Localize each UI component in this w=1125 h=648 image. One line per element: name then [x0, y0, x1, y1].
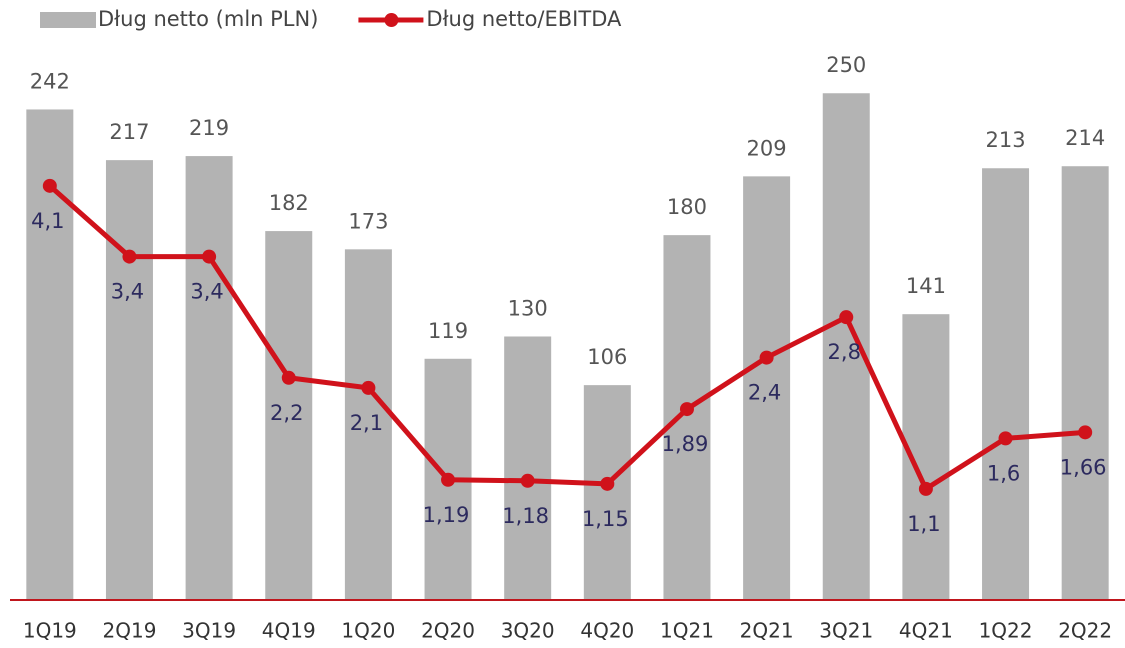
bar	[265, 231, 313, 600]
line-value-label: 1,1	[907, 512, 940, 536]
bar-value-label: 182	[269, 191, 309, 215]
bar-value-label: 250	[826, 53, 866, 77]
bar-value-label: 173	[348, 209, 388, 233]
line-marker	[998, 431, 1013, 446]
bar-value-label: 106	[587, 345, 627, 369]
x-tick-label: 4Q21	[899, 619, 953, 643]
line-marker	[122, 249, 137, 264]
line-value-label: 2,1	[350, 411, 383, 435]
line-marker	[361, 380, 376, 395]
line-value-label: 3,4	[190, 280, 223, 304]
line-marker	[839, 310, 854, 325]
bar	[663, 235, 711, 600]
x-tick-label: 3Q20	[501, 619, 555, 643]
bar-value-label: 141	[906, 274, 946, 298]
bar-value-label: 209	[747, 136, 787, 160]
x-tick-label: 4Q19	[262, 619, 316, 643]
bar	[1061, 166, 1109, 600]
x-tick-label: 1Q21	[660, 619, 714, 643]
line-marker	[441, 472, 456, 487]
bar	[185, 156, 233, 600]
bar-value-label: 242	[30, 69, 70, 93]
line-value-label: 1,89	[662, 432, 709, 456]
line	[48, 183, 1086, 492]
x-tick-label: 3Q21	[819, 619, 873, 643]
x-tick-label: 2Q20	[421, 619, 475, 643]
line-marker	[759, 350, 774, 365]
legend-label: Dług netto/EBITDA	[426, 7, 622, 31]
line-value-label: 2,4	[748, 381, 781, 405]
line-value-label: 4,1	[31, 209, 64, 233]
x-tick-label: 4Q20	[580, 619, 634, 643]
line-marker	[202, 249, 217, 264]
line-value-label: 2,8	[828, 340, 861, 364]
x-tick-label: 1Q19	[23, 619, 77, 643]
x-tick-label: 2Q22	[1058, 619, 1112, 643]
bar-value-label: 219	[189, 116, 229, 140]
bar-value-label: 130	[508, 296, 548, 320]
bar-value-label: 119	[428, 319, 468, 343]
line-marker	[1078, 425, 1093, 440]
legend-label: Dług netto (mln PLN)	[98, 7, 318, 31]
bar	[504, 336, 552, 600]
line-marker	[520, 473, 535, 488]
x-tick-label: 2Q19	[103, 619, 157, 643]
x-tick-label: 1Q22	[979, 619, 1033, 643]
legend-marker	[384, 13, 399, 27]
bar	[105, 160, 153, 600]
line-value-label: 2,2	[270, 401, 303, 425]
bar-value-label: 217	[109, 120, 149, 144]
bar	[982, 168, 1030, 601]
line-value-label: 1,66	[1060, 455, 1107, 479]
bar-value-label: 214	[1065, 126, 1105, 150]
x-tick-label: 3Q19	[182, 619, 236, 643]
line-marker	[42, 178, 57, 193]
bar	[344, 249, 392, 600]
line-marker	[679, 402, 694, 417]
line-value-label: 1,15	[582, 507, 629, 531]
bar	[583, 385, 631, 600]
line-marker	[281, 370, 296, 385]
line-value-label: 1,18	[502, 504, 549, 528]
line-marker	[600, 476, 615, 491]
line-value-label: 3,4	[111, 280, 144, 304]
x-tick-label: 1Q20	[341, 619, 395, 643]
line-marker	[918, 481, 933, 496]
line-value-label: 1,19	[423, 503, 470, 527]
bar	[743, 176, 791, 600]
line-value-label: 1,6	[987, 461, 1020, 485]
bar-value-label: 180	[667, 195, 707, 219]
x-tick-label: 2Q21	[740, 619, 794, 643]
legend-swatch	[40, 12, 96, 28]
bar-value-label: 213	[985, 128, 1025, 152]
